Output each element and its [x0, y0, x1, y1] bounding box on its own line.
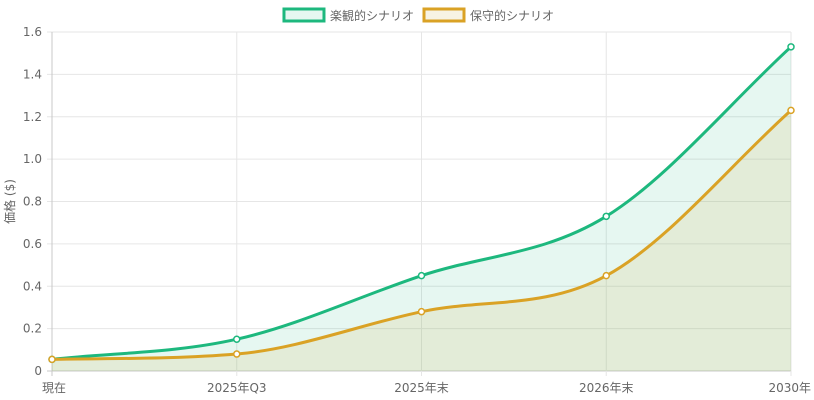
legend-item-0[interactable]: 楽観的シナリオ: [282, 7, 414, 23]
data-point[interactable]: [48, 355, 56, 364]
y-tick-label: 1.6: [23, 25, 42, 39]
axis-ticks: 0 0.2 0.4 0.6 0.8 1.0 1.2 1.4 1.6 現在 2025年Q3 2025年末…: [23, 25, 811, 395]
legend-swatch: [282, 7, 326, 23]
legend-item-1[interactable]: 保守的シナリオ: [422, 7, 554, 23]
data-point[interactable]: [417, 307, 426, 316]
x-tick-label: 2026年末: [579, 381, 634, 395]
legend: 楽観的シナリオ 保守的シナリオ: [282, 7, 554, 23]
x-tick-label: 2025年末: [394, 381, 449, 395]
data-point[interactable]: [233, 350, 241, 358]
x-tick-label: 2030年: [768, 381, 811, 395]
x-tick-label: 現在: [42, 381, 66, 395]
y-tick-label: 1.0: [23, 152, 42, 166]
y-tick-label: 0.4: [23, 279, 42, 293]
y-tick-label: 1.2: [23, 110, 42, 124]
area-fills: [52, 46, 791, 372]
data-point[interactable]: [787, 106, 795, 115]
grid-lines: [47, 31, 792, 376]
series-area-0: [52, 46, 791, 372]
data-point[interactable]: [233, 335, 241, 343]
legend-label: 楽観的シナリオ: [330, 8, 414, 23]
series-area-1: [52, 110, 791, 372]
y-tick-label: 0.8: [23, 195, 42, 209]
data-points: [48, 43, 795, 364]
x-tick-label: 2025年Q3: [207, 381, 267, 395]
data-point[interactable]: [787, 43, 795, 51]
data-point[interactable]: [602, 212, 610, 221]
y-tick-label: 0.2: [23, 322, 42, 336]
y-axis-title: 価格 ($): [2, 179, 17, 224]
y-tick-label: 0: [34, 364, 42, 378]
y-tick-label: 1.4: [23, 67, 42, 81]
data-point[interactable]: [602, 271, 610, 280]
y-tick-label: 0.6: [23, 237, 42, 251]
data-point[interactable]: [417, 271, 426, 280]
legend-label: 保守的シナリオ: [470, 8, 554, 23]
legend-swatch: [422, 7, 466, 23]
